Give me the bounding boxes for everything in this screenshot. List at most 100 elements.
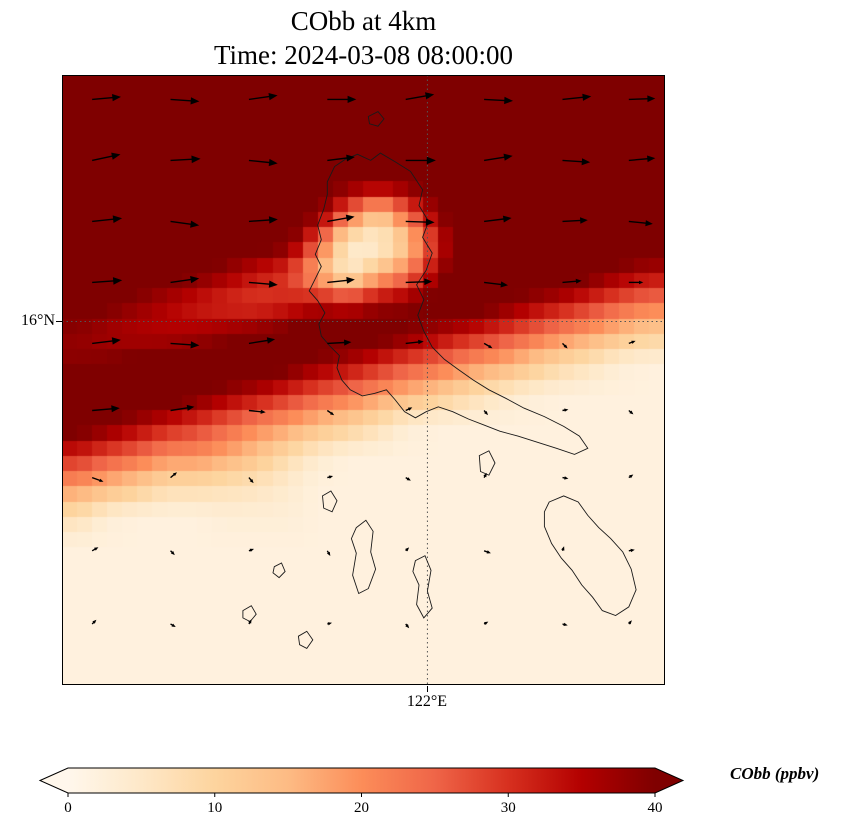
heatmap-canvas [62, 75, 665, 685]
wind-arrow-head [171, 623, 176, 627]
wind-arrow-head [488, 344, 493, 349]
wind-arrow-shaft [405, 280, 428, 284]
wind-arrow-head [582, 93, 592, 101]
wind-arrow-shaft [92, 154, 116, 162]
wind-arrow-head [581, 158, 591, 166]
y-axis-tick-label: 16°N [21, 312, 55, 329]
wind-arrow-shaft [170, 98, 195, 102]
wind-arrow-head [111, 152, 121, 160]
plot-subtitle: Time: 2024-03-08 08:00:00 [213, 40, 514, 70]
wind-arrow-shaft [248, 95, 273, 101]
coastline [412, 555, 433, 619]
wind-arrow-head [563, 622, 568, 626]
coastline [297, 630, 314, 649]
wind-arrow-head [647, 95, 656, 103]
wind-arrow-head [630, 548, 635, 553]
wind-arrow-head [326, 551, 331, 556]
wind-arrow-head [563, 344, 568, 349]
wind-arrow-shaft [628, 220, 649, 225]
coastline [543, 495, 637, 617]
wind-arrow-shaft [92, 96, 116, 101]
gridlines [62, 75, 665, 685]
wind-arrow-head [346, 276, 355, 284]
colorbar-tick-label: 30 [501, 800, 516, 816]
wind-arrow-shaft [562, 219, 584, 223]
wind-arrow-head [327, 622, 332, 626]
wind-arrow-head [561, 546, 565, 551]
wind-arrow-shaft [483, 155, 508, 162]
colorbar-label: CObb (ppbv) [730, 764, 820, 783]
wind-arrow-head [424, 278, 433, 286]
coastline [242, 605, 257, 623]
colorbar-tick-label: 0 [64, 800, 72, 816]
colorbar-tick-label: 20 [354, 800, 369, 816]
wind-arrow-head [575, 278, 582, 284]
wind-arrow-head [190, 97, 200, 105]
wind-arrow-shaft [170, 342, 195, 346]
coastline [308, 152, 589, 455]
wind-arrow-head [631, 340, 636, 344]
coastline [322, 490, 338, 513]
wind-arrow-head [639, 280, 644, 285]
wind-arrow-head [503, 153, 513, 161]
wind-arrow-shaft [248, 159, 273, 164]
wind-arrow-head [268, 93, 278, 101]
wind-arrow-head [266, 337, 276, 344]
colorbar-tick-label: 40 [648, 800, 663, 816]
wind-arrow-head [112, 94, 121, 102]
wind-arrow-head [486, 550, 491, 554]
wind-arrow-shaft [405, 341, 421, 345]
coastline [478, 450, 496, 476]
wind-arrow-shaft [92, 407, 115, 412]
wind-arrow-head [268, 158, 278, 167]
wind-arrow-shaft [484, 217, 507, 223]
wind-arrow-shaft [484, 281, 504, 286]
wind-arrow-head [268, 280, 278, 288]
wind-arrow-shaft [628, 97, 651, 101]
wind-arrow-head [112, 277, 123, 285]
wind-arrow-head [407, 407, 413, 411]
wind-arrow-head [99, 478, 104, 482]
wind-arrow-shaft [405, 94, 430, 101]
y-axis-tick-mark [56, 321, 62, 322]
wind-arrow-shaft [170, 158, 196, 162]
wind-arrow-head [249, 548, 254, 552]
wind-arrow-head [425, 218, 435, 226]
wind-arrow-head [344, 339, 352, 346]
wind-arrow-shaft [92, 339, 116, 345]
wind-arrow-head [248, 619, 252, 624]
wind-arrow-shaft [327, 341, 348, 345]
wind-arrow-head [346, 154, 355, 162]
wind-arrow-head [190, 341, 200, 349]
wind-arrow-head [504, 96, 513, 105]
colorbar-bar [38, 767, 685, 794]
coastline [350, 519, 377, 595]
wind-arrow-shaft [170, 278, 195, 284]
coastline [367, 111, 385, 127]
wind-arrow-head [172, 472, 177, 476]
colorbar-tick-label: 10 [207, 800, 222, 816]
x-axis-tick-label: 122°E [406, 693, 448, 710]
wind-arrow-head [190, 220, 200, 228]
wind-arrow-shaft [562, 159, 586, 163]
wind-arrow-head [345, 214, 355, 222]
map-plot-area [62, 75, 665, 685]
x-axis-tick-mark [427, 686, 428, 692]
wind-arrow-shaft [327, 156, 350, 162]
wind-arrow-head [406, 477, 411, 481]
wind-arrows-group [91, 92, 656, 629]
wind-arrow-head [92, 619, 97, 624]
wind-arrow-head [628, 620, 632, 625]
wind-arrow-shaft [92, 279, 117, 284]
wind-arrow-shaft [327, 216, 350, 223]
wind-arrow-head [502, 215, 512, 223]
wind-arrow-shaft [562, 280, 579, 284]
wind-arrow-head [484, 411, 488, 416]
wind-arrow-head [564, 408, 569, 412]
coastlines-group [242, 111, 637, 649]
wind-arrow-head [629, 410, 634, 415]
wind-arrow-head [111, 405, 120, 413]
wind-arrow-head [260, 409, 266, 414]
wind-arrow-shaft [248, 219, 273, 223]
wind-arrow-head [425, 92, 435, 100]
